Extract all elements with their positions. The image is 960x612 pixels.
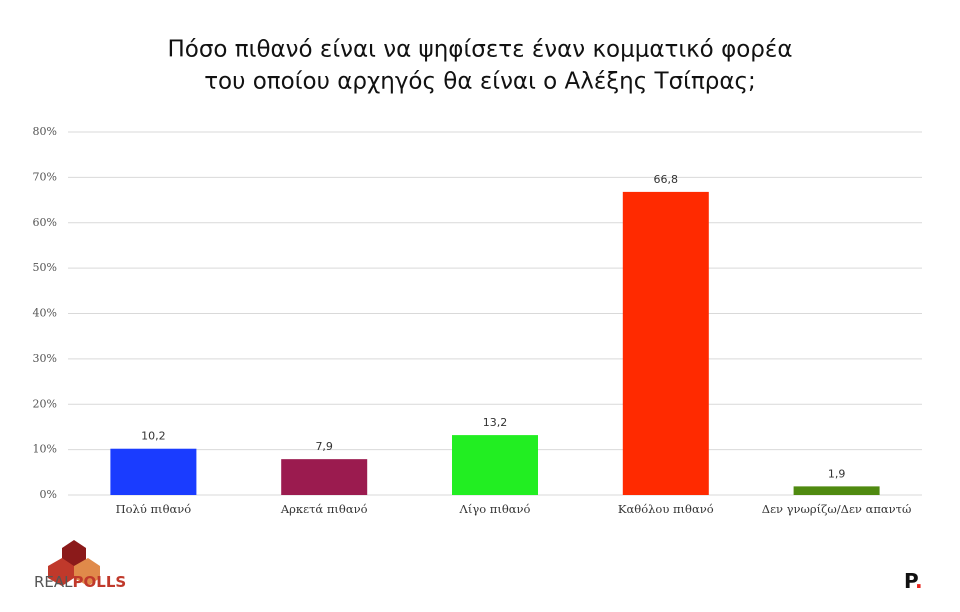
x-tick-label: Καθόλου πιθανό [618,502,714,516]
logo-text: REALPOLLS [34,573,126,591]
y-tick-label: 20% [33,397,57,410]
y-tick-label: 10% [33,443,57,456]
logo-left: REALPOLLS [34,540,126,591]
bar [622,191,709,495]
chart-title: Πόσο πιθανό είναι να ψηφίσετε έναν κομμα… [167,37,792,63]
y-tick-label: 30% [33,352,57,365]
y-tick-label: 40% [33,307,57,320]
bar [281,459,368,495]
y-tick-label: 70% [33,170,57,183]
value-label: 7,9 [315,440,333,453]
logo-text: POLLS [73,573,127,591]
bar [452,435,538,495]
bar [110,448,197,495]
logo-text: . [915,569,923,593]
y-tick-label: 80% [33,125,57,138]
x-tick-label: Αρκετά πιθανό [280,502,368,516]
y-tick-label: 0% [40,488,57,501]
x-tick-label: Δεν γνωρίζω/Δεν απαντώ [762,502,912,516]
logo-text: P [904,569,918,593]
y-tick-label: 60% [33,216,57,229]
value-label: 10,2 [141,430,166,443]
logo-text: REAL [34,573,73,591]
logo-shape [48,558,74,586]
x-tick-label: Πολύ πιθανό [116,502,192,516]
y-tick-label: 50% [33,261,57,274]
x-tick-label: Λίγο πιθανό [459,502,531,516]
logo-shape [74,558,100,586]
value-label: 1,9 [828,467,846,480]
value-label: 66,8 [654,173,679,186]
bar [793,486,880,495]
value-label: 13,2 [483,416,508,429]
chart-title: του οποίου αρχηγός θα είναι ο Αλέξης Τσί… [204,69,756,95]
logo-right: P. [904,569,923,593]
